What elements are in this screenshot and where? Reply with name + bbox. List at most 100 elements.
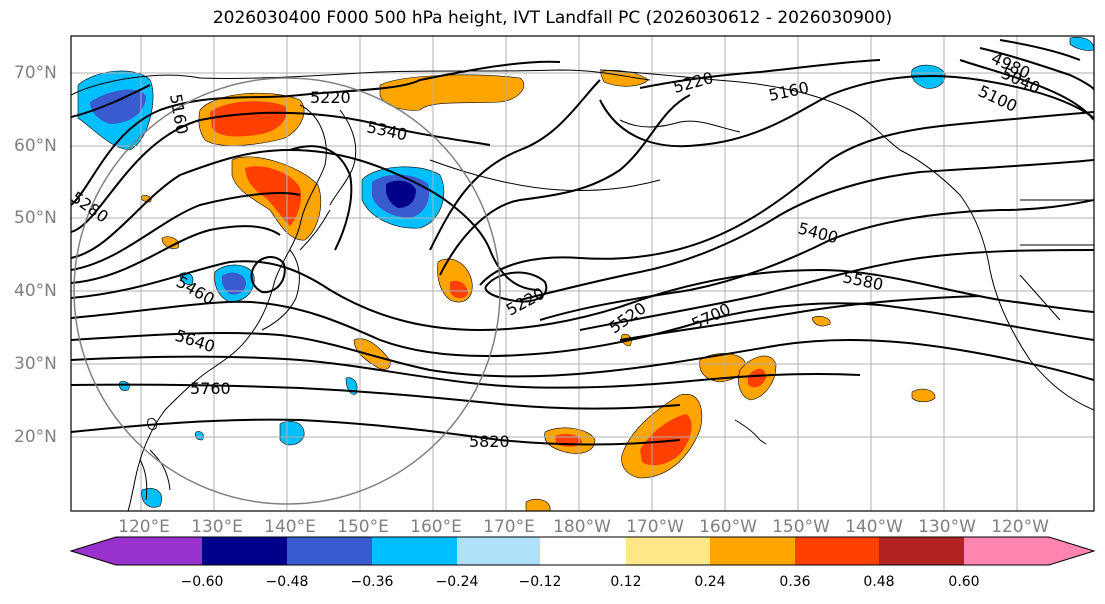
longitude-label: 160°W <box>699 517 757 537</box>
asia-coast <box>127 104 327 511</box>
contour-line <box>999 39 1081 61</box>
ivt-negative-patch <box>90 89 146 124</box>
contour-line <box>484 271 548 303</box>
contour-line <box>71 84 151 118</box>
alaska-coast <box>599 69 1094 411</box>
colorbar-cell <box>116 537 202 565</box>
colorbar <box>69 536 1096 566</box>
graticule <box>71 36 1094 511</box>
ivt-positive-patch <box>640 414 692 466</box>
contour-line <box>429 79 601 251</box>
landfall-domain-circle <box>73 77 501 505</box>
ivt-negative-patch <box>119 381 130 391</box>
colorbar-tick-label: 0.60 <box>948 574 980 590</box>
colorbar-cell <box>964 537 1049 565</box>
hawaii-islands <box>734 419 767 445</box>
latitude-label: 40°N <box>14 281 57 301</box>
map-frame <box>70 35 1095 512</box>
contour-line <box>71 60 561 206</box>
ivt-positive-patch <box>748 368 766 388</box>
ivt-negative-patch <box>386 180 416 208</box>
contour-line <box>539 199 1094 321</box>
na-border <box>1019 199 1094 321</box>
colorbar-cell <box>372 537 457 565</box>
contour-line <box>979 47 1094 91</box>
contour-line <box>519 159 1094 301</box>
contour-line <box>71 418 681 446</box>
ivt-positive-patch <box>161 236 180 249</box>
contour-line <box>71 383 681 410</box>
longitude-label: 150°E <box>337 517 389 537</box>
ivt-positive-patch <box>811 316 831 327</box>
colorbar-tick-label: 0.24 <box>694 574 726 590</box>
colorbar-cell <box>287 537 372 565</box>
contour-line <box>71 148 541 291</box>
japan-coast <box>261 249 300 331</box>
contour-line <box>71 331 1094 381</box>
aleutian-islands <box>429 159 661 192</box>
contour-line <box>619 295 981 341</box>
colorbar-cell <box>626 537 710 565</box>
longitude-label: 140°W <box>845 517 903 537</box>
contour-line <box>959 59 1094 121</box>
contour-label: 5820 <box>469 432 510 451</box>
colorbar-cell <box>202 537 287 565</box>
contour-line <box>71 225 281 284</box>
kamchatka-coast <box>329 109 357 206</box>
colorbar-tick-label: −0.36 <box>350 574 394 590</box>
ivt-positive-patch <box>210 101 287 137</box>
longitude-label: 130°W <box>918 517 976 537</box>
colorbar-cell <box>540 537 626 565</box>
ivt-negative-patch <box>221 272 246 295</box>
colorbar-tick-label: 0.48 <box>863 574 895 590</box>
contour-line <box>250 256 286 294</box>
height-contours <box>71 39 1094 446</box>
ivt-positive-patch <box>911 388 936 403</box>
ivt-shading <box>77 37 1094 511</box>
latitude-label: 50°N <box>14 208 57 228</box>
colorbar-cell <box>710 537 795 565</box>
contour-line <box>289 145 353 251</box>
ivt-negative-patch <box>194 431 204 441</box>
map-title: 2026030400 F000 500 hPa height, IVT Land… <box>212 8 893 28</box>
contour-line <box>71 300 1094 358</box>
contour-line <box>579 249 1094 331</box>
colorbar-outline <box>69 536 1096 566</box>
longitude-label: 170°E <box>483 517 535 537</box>
colorbar-cell <box>879 537 964 565</box>
latitude-label: 60°N <box>14 136 57 156</box>
contour-line <box>71 111 491 233</box>
colorbar-cell <box>795 537 879 565</box>
longitude-label: 180°W <box>553 517 611 537</box>
longitude-label: 150°W <box>772 517 830 537</box>
colorbar-extend-high <box>1049 537 1094 565</box>
colorbar-tick-label: −0.12 <box>518 574 562 590</box>
contour-line <box>71 355 861 389</box>
colorbar-tick-label: −0.48 <box>265 574 309 590</box>
longitude-label: 170°W <box>626 517 684 537</box>
latitude-label: 20°N <box>14 427 57 447</box>
contour-line <box>599 74 1094 148</box>
longitude-label: 120°W <box>991 517 1049 537</box>
contour-line <box>71 192 301 271</box>
colorbar-tick-label: 0.36 <box>779 574 811 590</box>
longitude-label: 140°E <box>264 517 316 537</box>
longitude-label: 120°E <box>118 517 170 537</box>
latitude-label: 70°N <box>14 63 57 83</box>
alaska-coast <box>619 119 741 133</box>
longitude-label: 160°E <box>410 517 462 537</box>
contour-line <box>639 59 881 89</box>
asia-coast <box>71 69 651 96</box>
colorbar-extend-low <box>71 537 116 565</box>
colorbar-tick-label: −0.24 <box>435 574 479 590</box>
colorbar-tick-label: −0.60 <box>180 574 224 590</box>
colorbar-cell <box>457 537 540 565</box>
philippines-coast <box>139 449 171 501</box>
ivt-positive-patch <box>525 499 551 511</box>
contour-label: 5760 <box>190 379 231 398</box>
contour-line <box>71 260 1094 332</box>
kuril-islands <box>299 209 331 251</box>
longitude-label: 130°E <box>191 517 243 537</box>
contour-line <box>479 111 1094 286</box>
